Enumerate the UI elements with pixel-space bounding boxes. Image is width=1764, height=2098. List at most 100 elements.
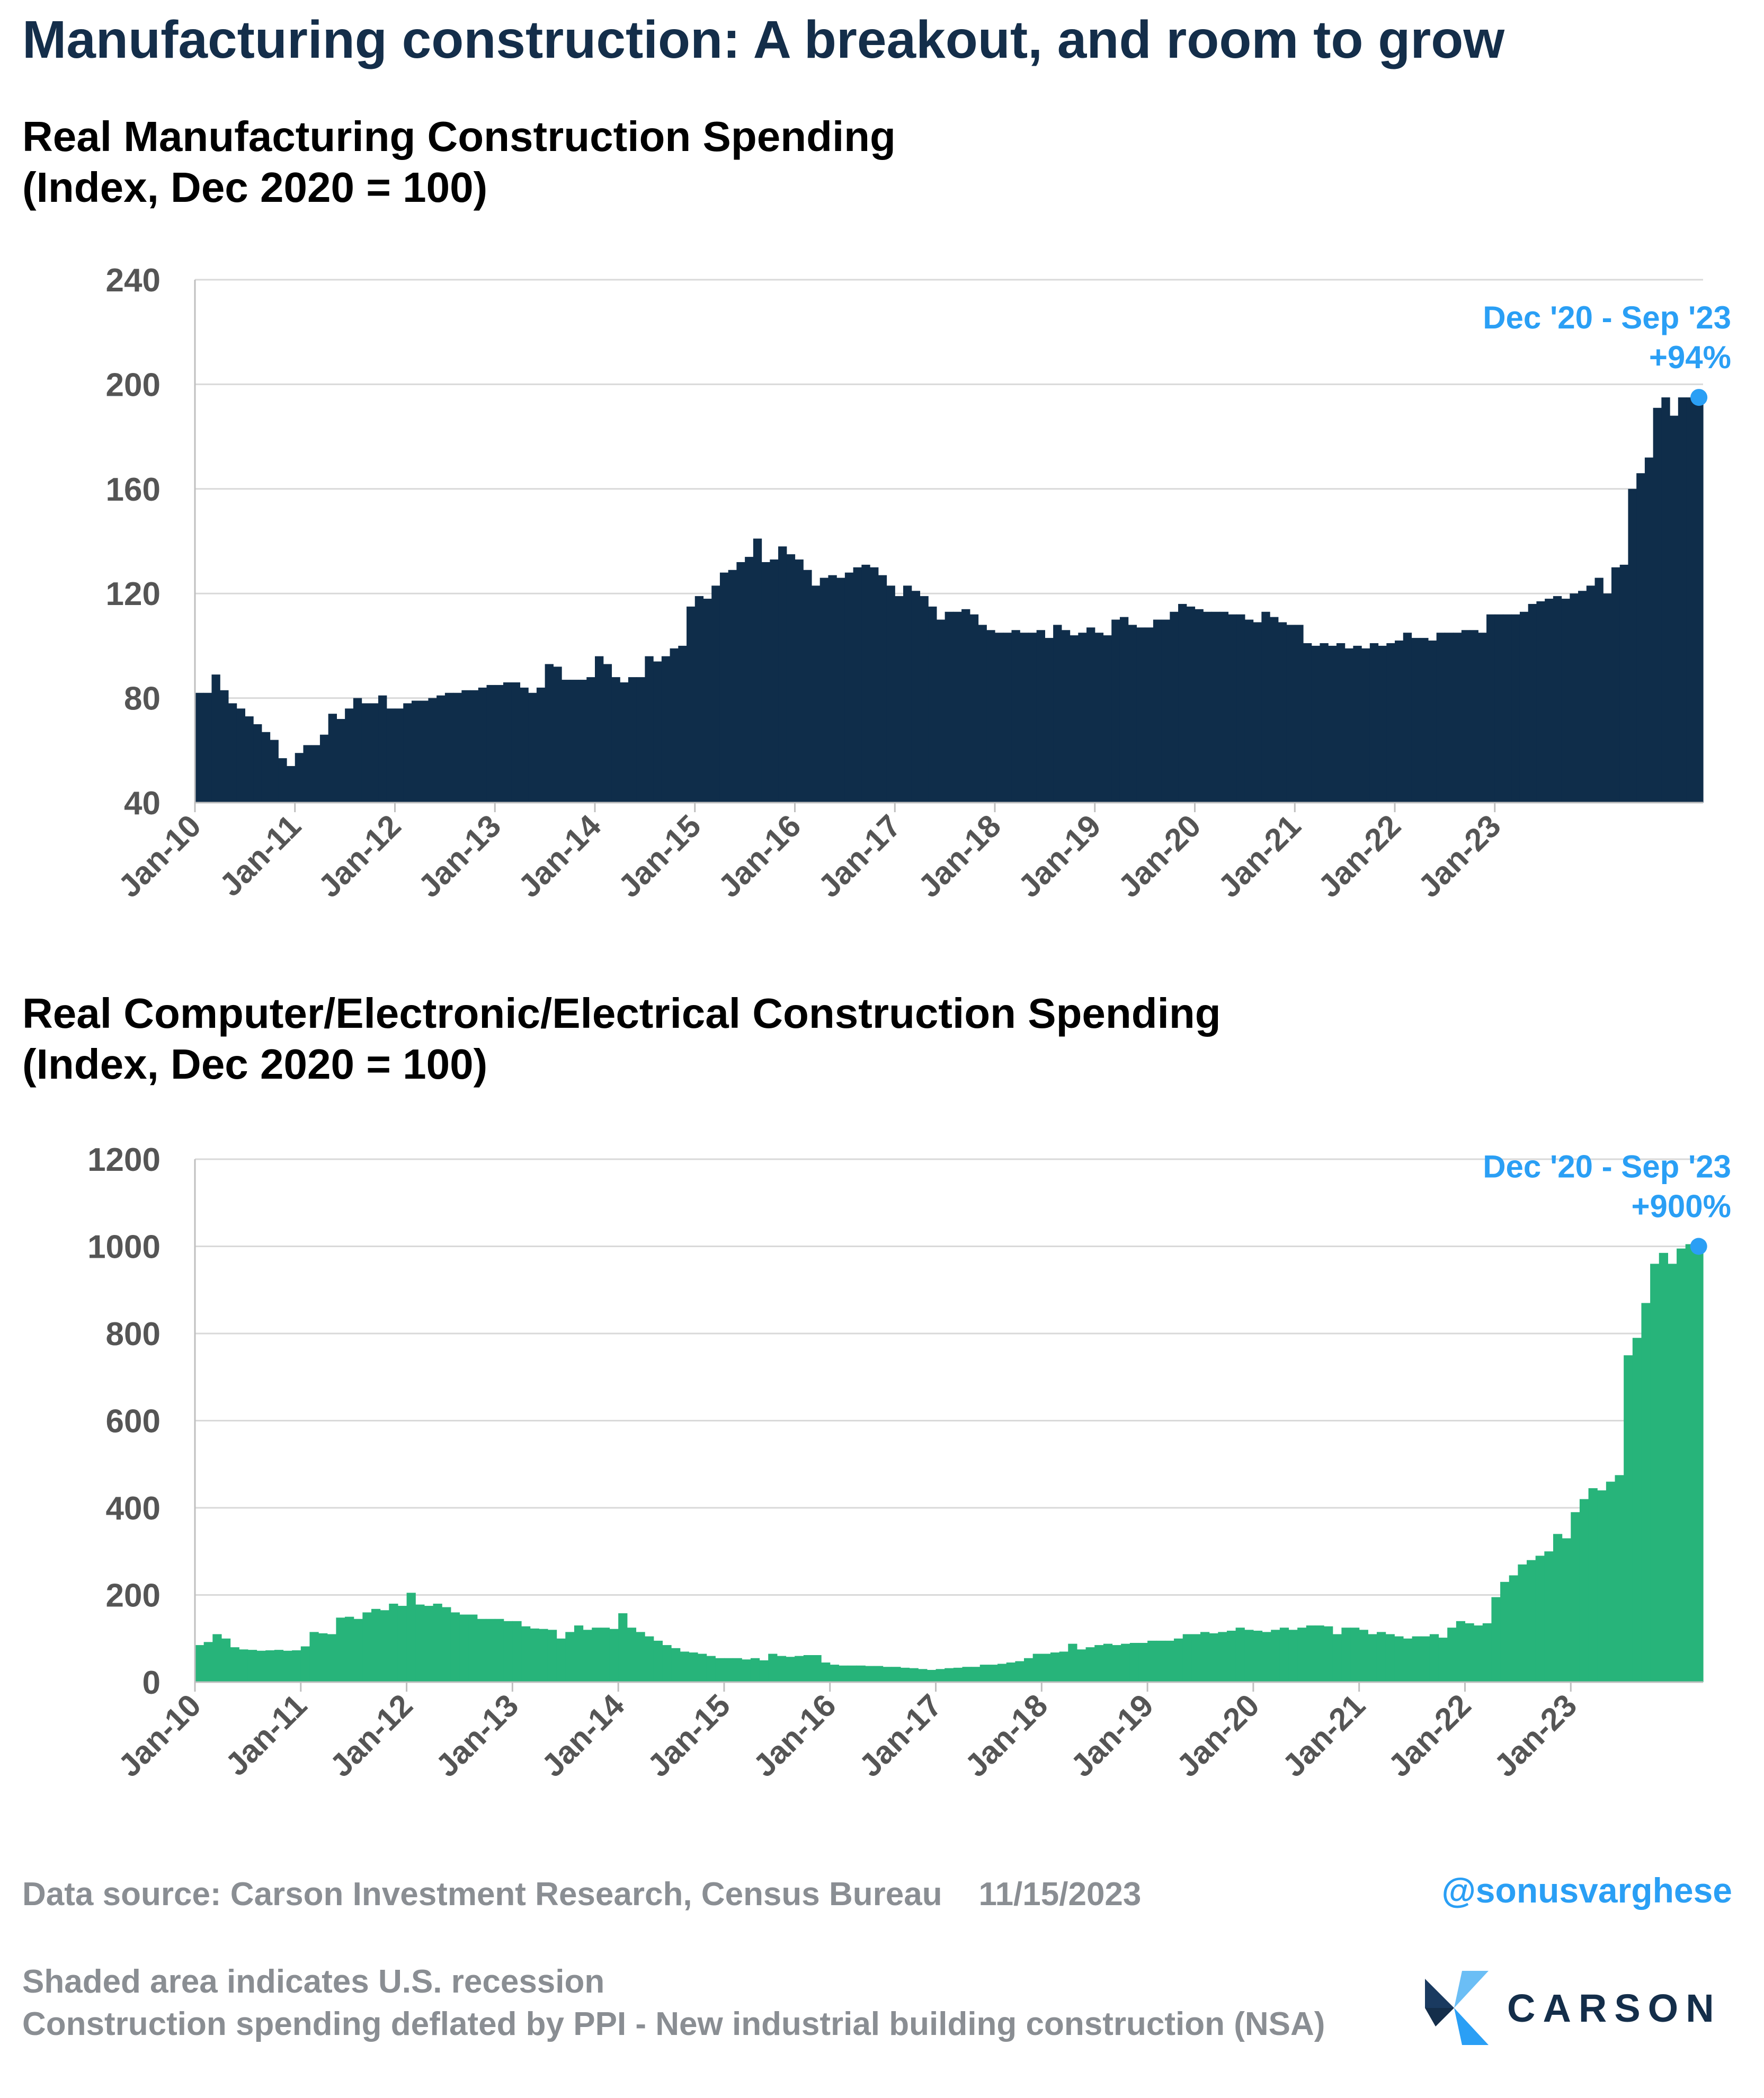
bar xyxy=(611,677,620,803)
bar xyxy=(1209,1633,1218,1682)
bar xyxy=(694,596,704,803)
bar xyxy=(706,1656,716,1682)
bar xyxy=(486,684,495,803)
bar xyxy=(745,557,754,803)
bar xyxy=(203,1642,213,1682)
manufacturing-chart: 40 80 120 160 200 240 Jan-10 Jan-11 Jan-12 Jan-13… xyxy=(106,262,1731,904)
bar xyxy=(1553,596,1562,803)
bar xyxy=(1136,627,1145,803)
bar xyxy=(1659,1252,1668,1682)
bar xyxy=(370,703,379,803)
bar xyxy=(742,1659,751,1682)
bar xyxy=(1624,1355,1633,1683)
bar xyxy=(1359,1630,1368,1682)
bar xyxy=(1303,643,1312,803)
x-tick-label: Jan-14 xyxy=(535,1687,631,1783)
y-tick-label: 200 xyxy=(106,1578,161,1614)
bar xyxy=(918,1669,928,1682)
bar xyxy=(1332,1634,1342,1682)
bar xyxy=(1186,606,1196,803)
bar xyxy=(270,740,279,803)
bar xyxy=(511,682,521,803)
bar xyxy=(420,700,429,803)
bar xyxy=(786,554,796,803)
bar xyxy=(547,1630,557,1682)
y-tick-label: 400 xyxy=(106,1490,161,1527)
bar xyxy=(345,1616,354,1683)
annotation-change: +900% xyxy=(1632,1189,1732,1224)
y-tick-label: 1200 xyxy=(87,1142,161,1178)
bar xyxy=(574,1625,584,1682)
bar xyxy=(653,1640,663,1682)
bar xyxy=(844,572,854,803)
bar xyxy=(1328,645,1337,803)
bar xyxy=(444,692,454,803)
bar xyxy=(819,577,829,803)
bar xyxy=(403,703,412,803)
bar xyxy=(653,661,662,803)
bar xyxy=(926,1669,937,1682)
x-tick-label: Jan-17 xyxy=(852,1687,949,1784)
bar xyxy=(539,1629,548,1682)
bar xyxy=(1228,614,1237,803)
bar xyxy=(442,1607,451,1682)
bar xyxy=(477,1619,487,1682)
bar xyxy=(979,1665,990,1682)
x-tick-label: Jan-12 xyxy=(311,808,408,904)
bar xyxy=(1650,1264,1660,1682)
bar xyxy=(436,695,446,803)
bar xyxy=(1006,1662,1015,1682)
bar xyxy=(1421,1636,1430,1682)
bar xyxy=(892,1667,901,1682)
bar xyxy=(378,695,387,803)
bar xyxy=(1041,1653,1051,1682)
bar xyxy=(903,585,912,803)
bar xyxy=(1344,648,1353,803)
bar xyxy=(1103,1643,1113,1682)
bar xyxy=(1219,611,1229,803)
bar xyxy=(628,677,637,803)
y-tick-label: 600 xyxy=(106,1403,161,1440)
bar xyxy=(953,611,962,803)
bar xyxy=(698,1653,707,1682)
x-tick-label: Jan-18 xyxy=(958,1687,1055,1784)
annotation-marker xyxy=(1690,389,1708,406)
bar xyxy=(874,1666,884,1682)
bar xyxy=(569,680,579,803)
bar xyxy=(345,708,354,803)
y-tick-label: 240 xyxy=(106,262,161,299)
bar xyxy=(636,1632,645,1682)
bar xyxy=(1661,397,1670,803)
bar xyxy=(1478,633,1487,803)
bar xyxy=(687,606,696,803)
bar xyxy=(265,1650,275,1682)
bar xyxy=(1094,633,1104,803)
bar xyxy=(309,1632,319,1682)
bar xyxy=(1469,630,1478,803)
bar xyxy=(1032,1653,1042,1682)
bar xyxy=(1461,630,1471,803)
bar xyxy=(988,1665,998,1682)
bar xyxy=(283,1650,292,1682)
bar xyxy=(1324,1626,1333,1682)
bar xyxy=(495,684,504,803)
bar xyxy=(211,674,220,803)
bar xyxy=(909,1668,919,1682)
bar xyxy=(1161,619,1170,803)
bar xyxy=(1578,591,1587,803)
x-tick-label: Jan-11 xyxy=(212,808,307,903)
bar xyxy=(1236,614,1245,803)
bar xyxy=(1528,603,1537,803)
bar xyxy=(1103,635,1112,803)
bar xyxy=(336,1617,345,1682)
bar xyxy=(1003,633,1012,803)
x-tick-label: Jan-16 xyxy=(711,808,808,904)
bar xyxy=(470,690,479,803)
bar xyxy=(1491,1597,1501,1682)
page-headline: Manufacturing construction: A breakout, … xyxy=(22,10,1505,69)
bar xyxy=(836,577,845,803)
bar xyxy=(1694,1246,1704,1682)
bar xyxy=(1261,611,1270,803)
bar xyxy=(870,567,879,803)
bar xyxy=(636,677,645,803)
